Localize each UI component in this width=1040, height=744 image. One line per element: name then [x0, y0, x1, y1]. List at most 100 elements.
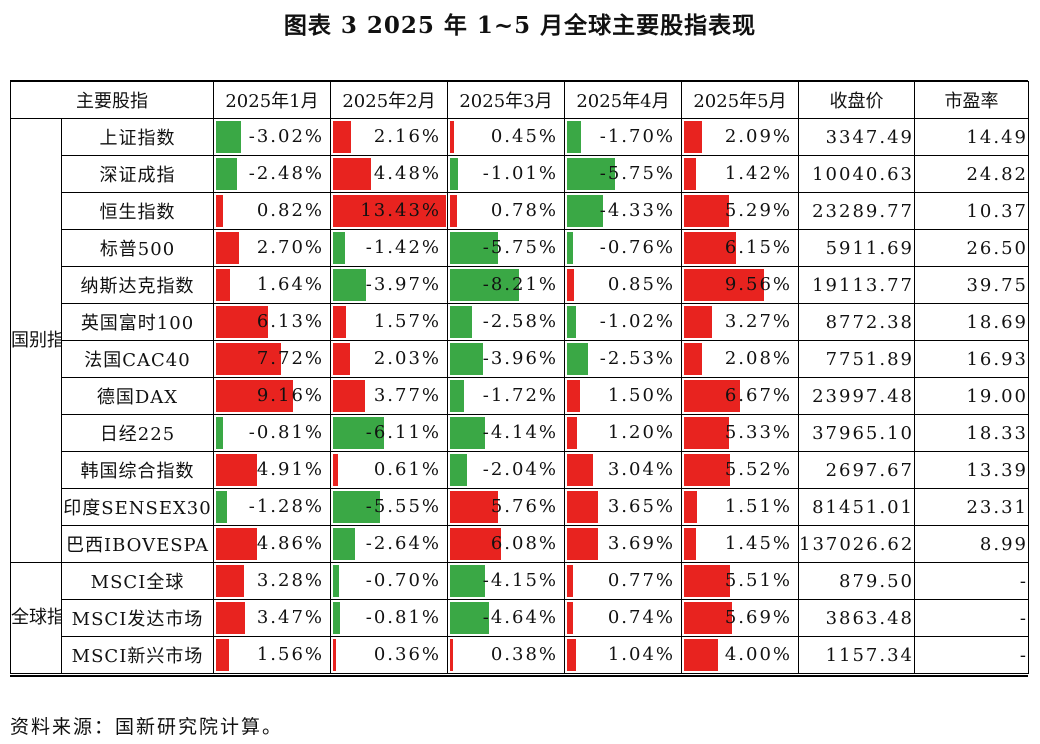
- pe-ratio: 13.39: [914, 451, 1029, 489]
- return-value: 2.09%: [724, 126, 792, 147]
- monthly-return-cell: 6.67%: [681, 377, 799, 415]
- monthly-return-cell: 4.00%: [681, 636, 799, 674]
- table-row: MSCI新兴市场 1.56% 0.36% 0.38% 1.04% 4.00% 1157.34…: [11, 636, 1029, 674]
- table-row: MSCI发达市场 3.47% -0.81% -4.64% 0.74% 5.69% 3863.…: [11, 599, 1029, 637]
- return-value: 2.08%: [724, 348, 792, 369]
- positive-bar: [333, 639, 337, 671]
- monthly-return-cell: 1.42%: [681, 155, 799, 193]
- positive-bar: [216, 195, 223, 227]
- negative-bar: [333, 565, 339, 597]
- positive-bar: [450, 195, 457, 227]
- page-title: 图表 3 2025 年 1~5 月全球主要股指表现: [283, 12, 757, 39]
- monthly-return-cell: -1.42%: [330, 229, 448, 267]
- positive-bar: [684, 343, 702, 375]
- negative-bar: [333, 269, 367, 301]
- return-value: 3.47%: [256, 607, 324, 628]
- negative-bar: [567, 232, 574, 264]
- return-value: 5.33%: [724, 422, 792, 443]
- return-value: 2.16%: [373, 126, 441, 147]
- positive-bar: [684, 417, 729, 449]
- index-name: 日经225: [61, 414, 214, 452]
- positive-bar: [216, 565, 244, 597]
- return-value: 0.38%: [490, 644, 558, 665]
- monthly-return-cell: 1.50%: [564, 377, 682, 415]
- monthly-return-cell: -6.11%: [330, 414, 448, 452]
- negative-bar: [450, 343, 484, 375]
- return-value: 3.65%: [607, 496, 675, 517]
- monthly-return-cell: -2.58%: [447, 303, 565, 341]
- negative-bar: [333, 417, 385, 449]
- positive-bar: [333, 195, 446, 227]
- table-row: 恒生指数 0.82% 13.43% 0.78% -4.33% 5.29% 23289.77 1…: [11, 192, 1029, 230]
- monthly-return-cell: 1.45%: [681, 525, 799, 563]
- monthly-return-cell: 3.27%: [681, 303, 799, 341]
- negative-bar: [216, 417, 223, 449]
- group-label: 全球指数: [10, 562, 62, 674]
- table-row: 印度SENSEX30 -1.28% -5.55% 5.76% 3.65% 1.51% 814…: [11, 488, 1029, 526]
- pe-ratio: 39.75: [914, 266, 1029, 304]
- return-value: 0.45%: [490, 126, 558, 147]
- return-value: -2.04%: [482, 459, 558, 480]
- positive-bar: [567, 602, 574, 634]
- negative-bar: [216, 158, 237, 190]
- index-performance-table: 主要股指 2025年1月 2025年2月 2025年3月 2025年4月 202…: [10, 81, 1029, 674]
- monthly-return-cell: 1.51%: [681, 488, 799, 526]
- positive-bar: [216, 306, 268, 338]
- negative-bar: [333, 602, 340, 634]
- return-value: 9.56%: [724, 274, 792, 295]
- monthly-return-cell: -4.15%: [447, 562, 565, 600]
- return-value: 1.57%: [373, 311, 441, 332]
- negative-bar: [333, 491, 380, 523]
- close-price: 879.50: [798, 562, 915, 600]
- negative-bar: [567, 121, 582, 153]
- monthly-return-cell: -8.21%: [447, 266, 565, 304]
- return-value: -3.02%: [248, 126, 324, 147]
- positive-bar: [684, 158, 696, 190]
- table-row: 英国富时100 6.13% 1.57% -2.58% -1.02% 3.27% 8772.3…: [11, 303, 1029, 341]
- return-value: 3.04%: [607, 459, 675, 480]
- monthly-return-cell: -3.02%: [213, 118, 331, 156]
- return-value: 3.77%: [373, 385, 441, 406]
- return-value: 4.48%: [373, 163, 441, 184]
- negative-bar: [333, 528, 356, 560]
- header-close: 收盘价: [798, 81, 915, 119]
- negative-bar: [216, 491, 227, 523]
- close-price: 3347.49: [798, 118, 915, 156]
- positive-bar: [450, 491, 499, 523]
- close-price: 1157.34: [798, 636, 915, 674]
- monthly-return-cell: 2.16%: [330, 118, 448, 156]
- index-name: 标普500: [61, 229, 214, 267]
- monthly-return-cell: 5.29%: [681, 192, 799, 230]
- pe-ratio: 18.69: [914, 303, 1029, 341]
- negative-bar: [216, 121, 242, 153]
- return-value: 0.74%: [607, 607, 675, 628]
- index-name: 巴西IBOVESPA: [61, 525, 214, 563]
- positive-bar: [684, 269, 765, 301]
- pe-ratio: 19.00: [914, 377, 1029, 415]
- return-value: 0.36%: [373, 644, 441, 665]
- pe-ratio: -: [914, 599, 1029, 637]
- return-value: -1.72%: [482, 385, 558, 406]
- positive-bar: [567, 639, 576, 671]
- positive-bar: [450, 121, 454, 153]
- pe-ratio: 10.37: [914, 192, 1029, 230]
- table-row: 纳斯达克指数 1.64% -3.97% -8.21% 0.85% 9.56% 19113.7…: [11, 266, 1029, 304]
- return-value: 0.61%: [373, 459, 441, 480]
- header-feb: 2025年2月: [330, 81, 448, 119]
- monthly-return-cell: -5.55%: [330, 488, 448, 526]
- positive-bar: [567, 380, 580, 412]
- monthly-return-cell: 5.51%: [681, 562, 799, 600]
- monthly-return-cell: 3.04%: [564, 451, 682, 489]
- monthly-return-cell: 9.16%: [213, 377, 331, 415]
- negative-bar: [567, 195, 604, 227]
- monthly-return-cell: 3.65%: [564, 488, 682, 526]
- return-value: -1.28%: [248, 496, 324, 517]
- table-row: 深证成指 -2.48% 4.48% -1.01% -5.75% 1.42% 10040.63…: [11, 155, 1029, 193]
- return-value: -4.64%: [482, 607, 558, 628]
- positive-bar: [567, 269, 575, 301]
- return-value: 7.72%: [256, 348, 324, 369]
- pe-ratio: 14.49: [914, 118, 1029, 156]
- monthly-return-cell: 3.28%: [213, 562, 331, 600]
- return-value: -0.81%: [365, 607, 441, 628]
- return-value: 3.27%: [724, 311, 792, 332]
